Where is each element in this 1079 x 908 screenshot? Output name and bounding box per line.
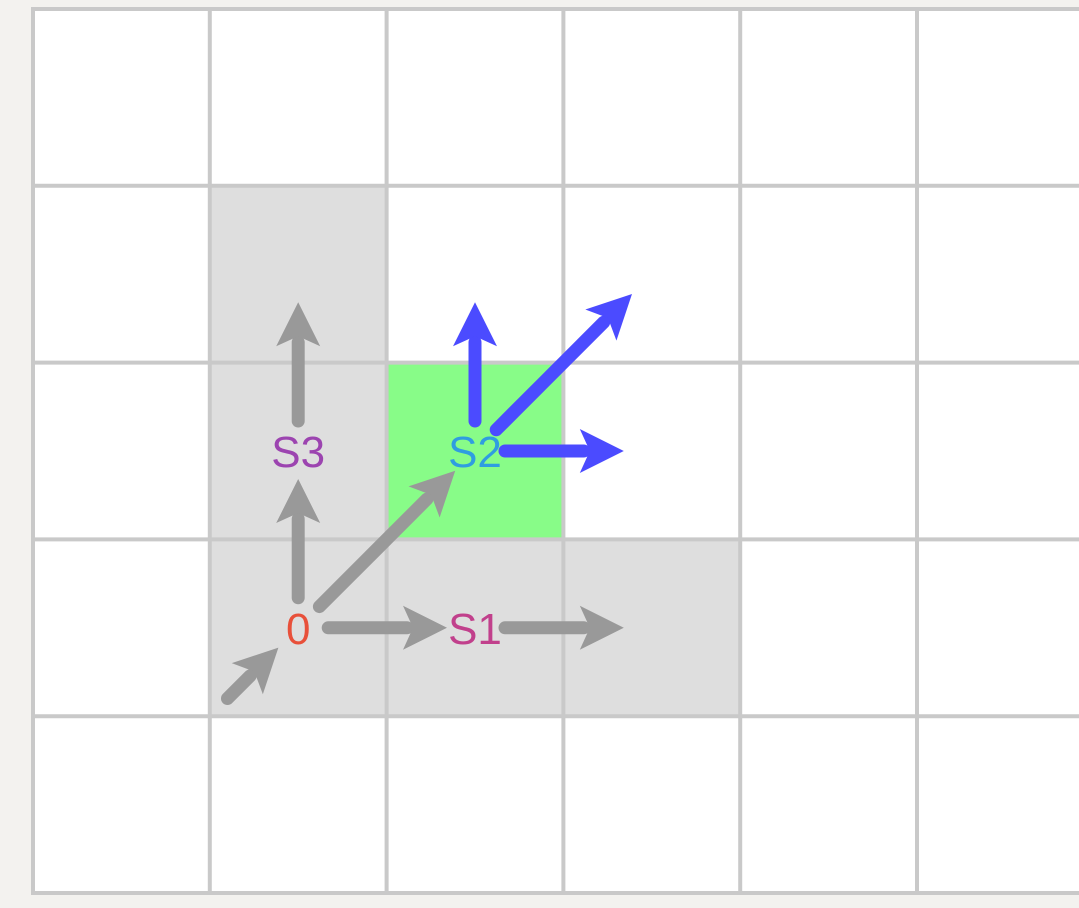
node-label-s1: S1 xyxy=(448,605,502,654)
node-label-s3: S3 xyxy=(271,428,325,477)
labels-layer: 0 S1 S2 S3 xyxy=(271,428,502,654)
arrow-s2-to-diagonal xyxy=(489,293,633,437)
arrow-origin-to-s3 xyxy=(276,479,321,605)
arrow-shaft xyxy=(220,669,257,706)
arrow-origin-to-s1 xyxy=(321,605,447,650)
arrow-s1-to-right xyxy=(498,605,624,650)
arrowhead xyxy=(579,605,624,650)
arrowhead xyxy=(231,647,279,695)
arrowhead xyxy=(276,479,321,523)
arrow-shaft xyxy=(489,315,611,437)
arrowhead xyxy=(276,302,321,347)
arrow-s2-to-right xyxy=(498,429,624,473)
arrowhead xyxy=(585,293,633,341)
arrowhead xyxy=(453,302,497,347)
arrow-incoming-diagonal xyxy=(220,647,279,706)
arrow-shaft xyxy=(312,492,434,614)
node-label-s2: S2 xyxy=(448,428,502,477)
arrow-s3-to-up xyxy=(276,302,321,428)
arrow-origin-to-s2 xyxy=(312,470,456,614)
arrowhead xyxy=(579,429,624,473)
arrowhead xyxy=(408,470,456,518)
node-label-origin: 0 xyxy=(286,605,310,654)
arrow-s2-to-up xyxy=(453,302,497,428)
arrows-layer xyxy=(220,293,633,706)
arrowhead xyxy=(403,605,447,650)
